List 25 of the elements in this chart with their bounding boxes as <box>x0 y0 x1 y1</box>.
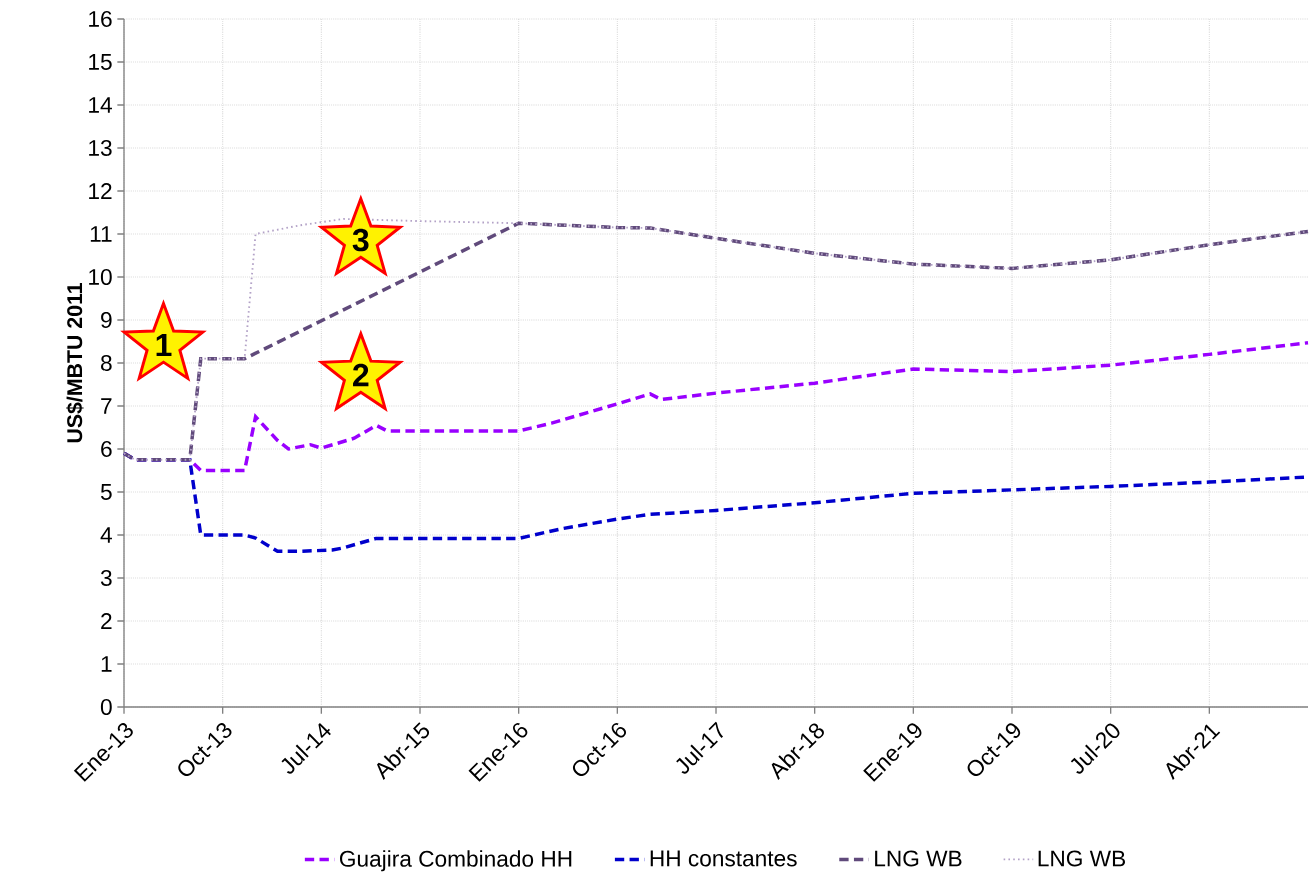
y-tick-label: 14 <box>89 97 112 113</box>
y-tick-label: 9 <box>101 311 112 329</box>
y-tick-label: 13 <box>89 139 112 157</box>
y-axis-title: US$/MBTU 2011 <box>66 282 84 443</box>
annotation: 2 <box>353 363 369 387</box>
y-tick-label: 8 <box>101 354 112 372</box>
y-tick-label: 3 <box>100 569 112 587</box>
legend-label: LNG WB <box>1038 850 1126 867</box>
y-tick-label: 5 <box>100 484 112 500</box>
y-tick-label: 15 <box>89 54 112 70</box>
y-tick-label: 2 <box>101 613 112 629</box>
y-tick-label: 1 <box>101 656 112 672</box>
legend-label: Guajira Combinado HH <box>339 850 572 872</box>
y-tick-label: 16 <box>89 10 112 28</box>
legend-label: HH constantes <box>650 850 797 867</box>
y-tick-label: 11 <box>90 226 112 242</box>
y-tick-label: 4 <box>100 527 112 543</box>
annotation: 1 <box>156 333 172 356</box>
y-tick-label: 6 <box>101 440 112 458</box>
annotation: 3 <box>352 228 369 252</box>
y-tick-label: 10 <box>89 268 112 286</box>
legend-label: LNG WB <box>875 850 962 867</box>
y-tick-label: 7 <box>101 398 112 414</box>
y-tick-label: 12 <box>89 183 112 199</box>
y-tick-label: 0 <box>100 698 112 716</box>
